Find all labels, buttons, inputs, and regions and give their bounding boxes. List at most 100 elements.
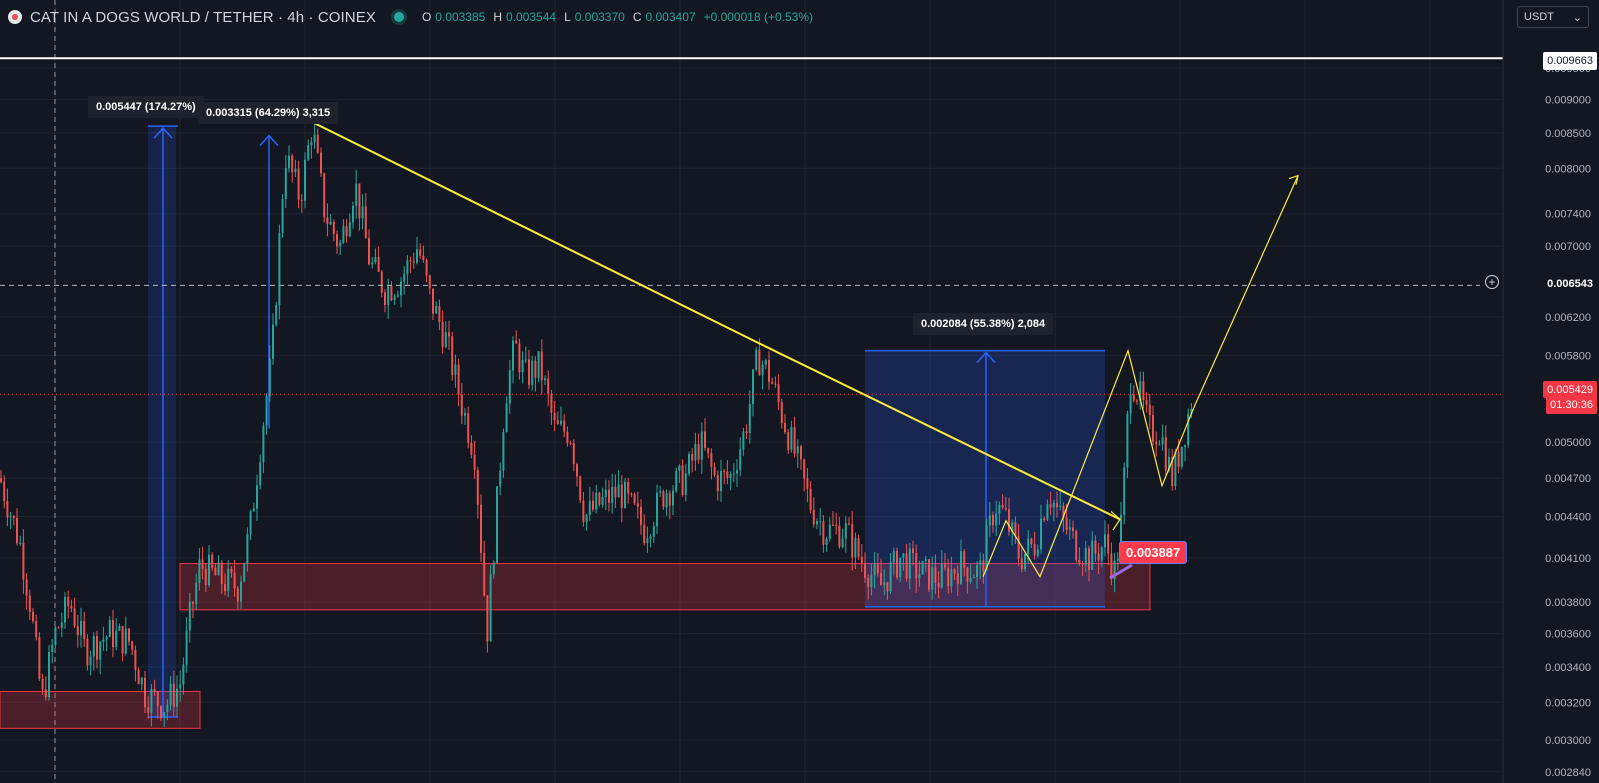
candle-body — [44, 689, 47, 698]
candle-body — [432, 288, 434, 314]
candle-body — [1017, 536, 1020, 559]
y-tick-label: 0.008000 — [1545, 163, 1591, 175]
candle-body — [438, 306, 441, 322]
candle-body — [825, 538, 828, 545]
candle-body — [73, 608, 76, 627]
candle-body — [345, 226, 348, 237]
candle-body — [489, 574, 492, 642]
add-alert-plus-icon[interactable]: + — [1485, 275, 1499, 289]
candle-body — [25, 579, 28, 596]
measure-label-1[interactable]: 0.005447 (174.27%) — [88, 96, 204, 118]
support-zone — [179, 563, 1151, 611]
candle-body — [867, 577, 870, 587]
candle-body — [457, 364, 460, 395]
candle-body — [1014, 522, 1017, 537]
candle-body — [553, 412, 556, 421]
candle-body — [976, 564, 978, 578]
candle-body — [681, 465, 684, 496]
candle-body — [172, 683, 175, 707]
candle-body — [384, 292, 386, 305]
candle-body — [499, 470, 502, 487]
candle-body — [67, 596, 70, 607]
candle-body — [358, 183, 361, 219]
ohlc-readout: O 0.003385 H 0.003544 L 0.003370 C 0.003407 … — [422, 10, 817, 24]
candle-body — [396, 295, 399, 297]
candle-body — [32, 611, 34, 622]
candle-body — [515, 340, 518, 344]
candle-body — [201, 559, 204, 569]
candle-body — [534, 360, 537, 378]
candle-body — [710, 453, 713, 467]
y-tick-label: 0.007000 — [1545, 241, 1591, 253]
candle-body — [937, 583, 940, 588]
ohlc-open-key: O — [421, 10, 432, 24]
candle-body — [838, 525, 841, 547]
bar-countdown-tag: 01:30:36 — [1546, 396, 1597, 414]
candle-body — [16, 517, 18, 544]
candle-body — [169, 683, 172, 705]
candle-body — [780, 402, 783, 424]
candle-body — [841, 538, 844, 547]
candle-body — [1091, 540, 1094, 570]
candle-body — [720, 470, 722, 491]
candle-body — [569, 443, 572, 445]
symbol-title[interactable]: CAT IN A DOGS WORLD / TETHER · 4h · COIN… — [30, 8, 376, 26]
y-tick-label: 0.003800 — [1545, 597, 1591, 609]
candle-body — [144, 677, 146, 708]
candle-body — [931, 567, 934, 590]
candle-body — [918, 574, 921, 579]
candle-body — [707, 448, 710, 454]
measure-box — [865, 350, 1105, 607]
candle-body — [185, 630, 188, 665]
candle-body — [48, 652, 50, 698]
candle-body — [787, 432, 790, 451]
candle-body — [326, 217, 329, 225]
candle-body — [627, 481, 630, 494]
candle-body — [608, 489, 610, 503]
candle-body — [278, 233, 281, 306]
candle-body — [678, 465, 681, 471]
candle-body — [659, 491, 662, 493]
candle-body — [262, 425, 265, 463]
candle-body — [777, 384, 780, 403]
candle-body — [1056, 502, 1058, 508]
candle-body — [947, 567, 950, 587]
y-tick-label: 0.003000 — [1545, 735, 1591, 747]
y-tick-label: 0.004400 — [1545, 512, 1591, 524]
candle-body — [806, 478, 809, 489]
candle-body — [1078, 559, 1081, 564]
candle-body — [259, 462, 262, 486]
candle-body — [816, 521, 818, 525]
candle-body — [598, 492, 601, 505]
candle-body — [195, 583, 198, 604]
ohlc-high-key: H — [493, 10, 503, 24]
candle-body — [732, 473, 735, 475]
measure-label-3[interactable]: 0.002084 (55.38%) 2,084 — [913, 313, 1054, 335]
candle-body — [371, 262, 374, 265]
candle-body — [1059, 505, 1062, 508]
candle-body — [726, 471, 729, 479]
y-tick-label: 0.002840 — [1545, 767, 1591, 779]
candle-body — [508, 370, 511, 404]
candle-body — [153, 688, 156, 692]
candle-body — [400, 281, 402, 296]
candle-body — [310, 142, 313, 146]
candle-body — [1065, 517, 1068, 530]
candle-body — [739, 449, 742, 471]
y-tick-label: 0.003600 — [1545, 629, 1591, 641]
y-tick-label: 0.005800 — [1545, 351, 1591, 363]
candle-body — [649, 536, 652, 539]
candle-body — [361, 206, 364, 219]
candle-body — [832, 524, 834, 526]
candle-body — [467, 413, 470, 443]
currency-select[interactable]: USDT ⌄ — [1517, 6, 1589, 28]
candle-body — [611, 487, 614, 503]
candle-body — [531, 360, 534, 385]
candle-body — [496, 486, 498, 563]
candle-body — [675, 470, 678, 491]
candle-body — [704, 431, 706, 449]
measure-label-2[interactable]: 0.003315 (64.29%) 3,315 — [198, 102, 339, 124]
price-note-flag[interactable]: 0.003887 — [1119, 541, 1188, 564]
candle-body — [563, 420, 566, 432]
